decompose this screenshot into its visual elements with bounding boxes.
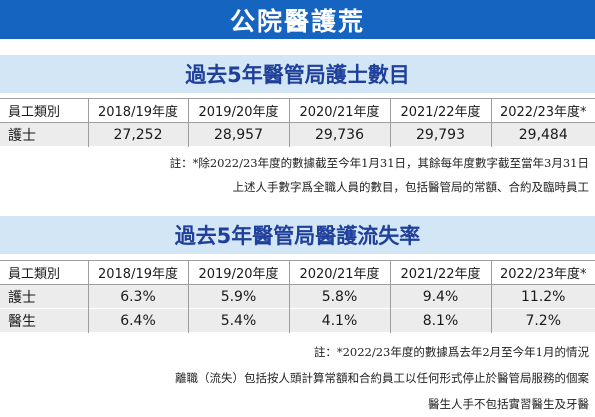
table-header-row: 員工類別 2018/19年度 2019/20年度 2020/21年度 2021/…	[0, 98, 595, 123]
table-row: 醫生 6.4% 5.4% 4.1% 8.1% 7.2%	[0, 308, 595, 333]
table-cell: 28,957	[187, 122, 289, 147]
table-cell: 6.4%	[87, 308, 188, 333]
column-header: 員工類別	[8, 105, 61, 120]
row-label: 護士	[8, 289, 36, 306]
row-label: 醫生	[8, 313, 36, 330]
nurses-section-title: 過去5年醫管局護士數目	[0, 55, 595, 93]
table-cell: 11.2%	[490, 284, 595, 309]
page-banner: 公院醫護荒	[0, 0, 595, 39]
turnover-section-title: 過去5年醫管局醫護流失率	[0, 216, 595, 254]
nurses-table-notes: 註：*除2022/23年度的數據截至今年1月31日，其餘每年度數字截至當年3月3…	[0, 152, 595, 198]
table-cell: 5.4%	[187, 308, 289, 333]
note-line: 註：*2022/23年度的數據爲去年2月至今年1月的情況	[313, 345, 589, 359]
table-header-row: 員工類別 2018/19年度 2019/20年度 2020/21年度 2021/…	[0, 260, 595, 285]
column-header: 2022/23年度*	[490, 260, 595, 285]
column-header: 2018/19年度	[87, 98, 188, 123]
table-cell: 7.2%	[490, 308, 595, 333]
turnover-table: 員工類別 2018/19年度 2019/20年度 2020/21年度 2021/…	[0, 260, 595, 333]
page-title: 公院醫護荒	[229, 6, 365, 36]
column-header: 2019/20年度	[187, 260, 289, 285]
column-header: 2019/20年度	[187, 98, 289, 123]
table-row: 護士 6.3% 5.9% 5.8% 9.4% 11.2%	[0, 284, 595, 309]
table-cell: 5.9%	[187, 284, 289, 309]
column-header: 2020/21年度	[288, 260, 390, 285]
table-cell: 9.4%	[389, 284, 491, 309]
table-cell: 4.1%	[288, 308, 390, 333]
note-line: 離職（流失）包括按人頭計算常額和合約員工以任何形式停止於醫管局服務的個案	[175, 371, 589, 385]
note-line: 註：*除2022/23年度的數據截至今年1月31日，其餘每年度數字截至當年3月3…	[169, 156, 589, 170]
column-header: 2022/23年度*	[490, 98, 595, 123]
table-cell: 27,252	[87, 122, 188, 147]
column-header: 2021/22年度	[389, 260, 491, 285]
column-header: 2018/19年度	[87, 260, 188, 285]
note-line: 上述人手數字爲全職人員的數目，包括醫管局的常額、合約及臨時員工	[232, 180, 590, 194]
nurses-table: 員工類別 2018/19年度 2019/20年度 2020/21年度 2021/…	[0, 98, 595, 147]
table-cell: 6.3%	[87, 284, 188, 309]
table-cell: 8.1%	[389, 308, 491, 333]
table-cell: 29,484	[490, 122, 595, 147]
column-header: 員工類別	[8, 267, 61, 282]
table-cell: 5.8%	[288, 284, 390, 309]
column-header: 2021/22年度	[389, 98, 491, 123]
table-cell: 29,793	[389, 122, 491, 147]
column-header: 2020/21年度	[288, 98, 390, 123]
note-line: 醫生人手不包括實習醫生及牙醫	[428, 397, 589, 411]
turnover-table-notes: 註：*2022/23年度的數據爲去年2月至今年1月的情況 離職（流失）包括按人頭…	[0, 340, 595, 417]
table-cell: 29,736	[288, 122, 390, 147]
table-row: 護士 27,252 28,957 29,736 29,793 29,484	[0, 122, 595, 147]
row-label: 護士	[8, 127, 36, 144]
